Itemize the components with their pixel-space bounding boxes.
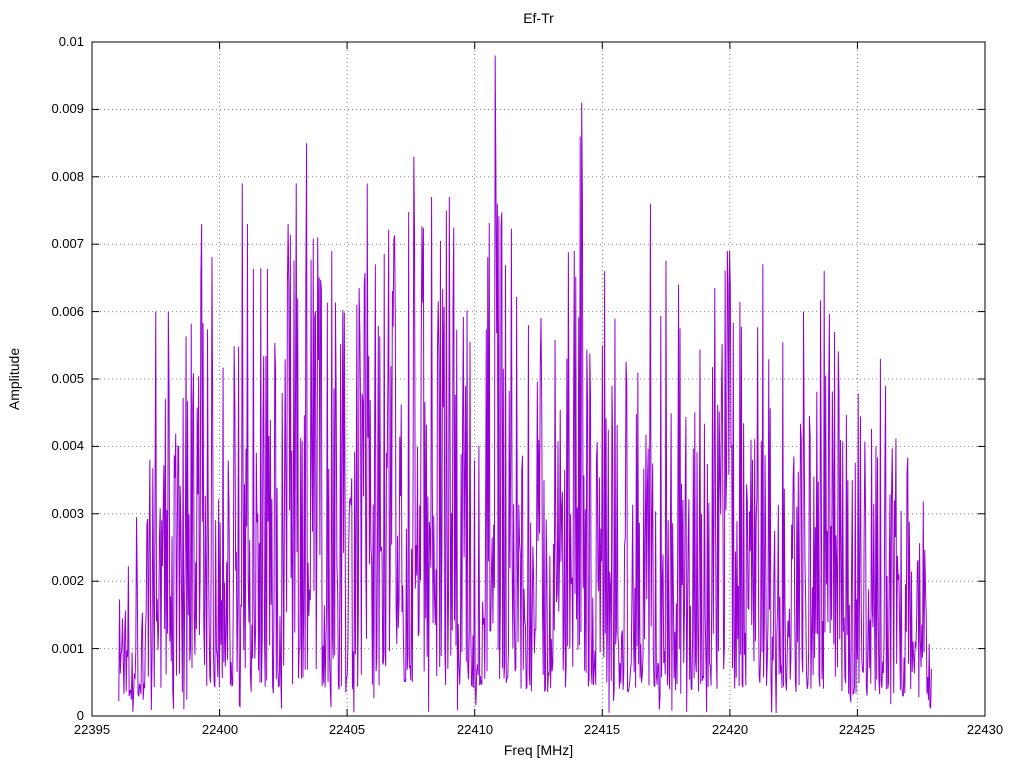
y-tick-label: 0.005 bbox=[51, 371, 84, 386]
y-tick-label: 0.008 bbox=[51, 169, 84, 184]
chart-title: Ef-Tr bbox=[523, 10, 554, 26]
y-tick-label: 0.002 bbox=[51, 573, 84, 588]
y-tick-label: 0.009 bbox=[51, 101, 84, 116]
x-tick-label: 22405 bbox=[328, 722, 366, 737]
x-tick-label: 22420 bbox=[711, 722, 749, 737]
y-tick-label: 0.001 bbox=[51, 641, 84, 656]
y-tick-label: 0.007 bbox=[51, 236, 84, 251]
y-tick-label: 0.01 bbox=[58, 34, 84, 49]
y-tick-label: 0.003 bbox=[51, 506, 84, 521]
x-tick-label: 22395 bbox=[73, 722, 111, 737]
x-tick-label: 22425 bbox=[838, 722, 876, 737]
x-axis-label: Freq [MHz] bbox=[503, 742, 574, 758]
x-tick-label: 22410 bbox=[456, 722, 494, 737]
x-tick-label: 22415 bbox=[583, 722, 621, 737]
x-tick-label: 22430 bbox=[966, 722, 1004, 737]
y-tick-label: 0.004 bbox=[51, 438, 84, 453]
grid-lines bbox=[92, 42, 985, 716]
data-line bbox=[118, 55, 932, 713]
x-tick-label: 22400 bbox=[201, 722, 239, 737]
y-tick-label: 0 bbox=[76, 708, 84, 723]
y-tick-label: 0.006 bbox=[51, 304, 84, 319]
plot-border bbox=[91, 41, 986, 717]
y-axis-label: Amplitude bbox=[6, 347, 22, 411]
